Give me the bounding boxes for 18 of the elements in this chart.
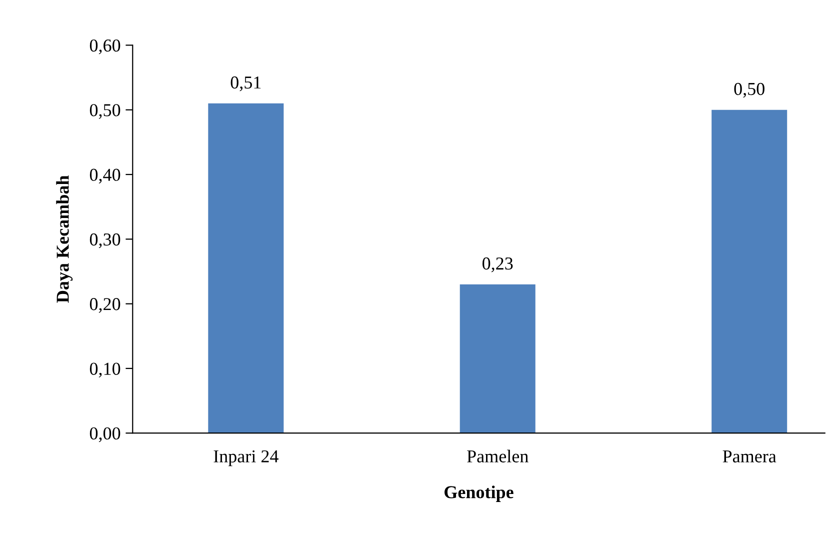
x-axis-title: Genotipe — [444, 486, 514, 502]
data-label: 0,23 — [482, 257, 513, 272]
bar — [208, 103, 284, 434]
y-tick-label: 0,50 — [90, 104, 120, 119]
y-tick-label: 0,60 — [90, 39, 120, 54]
y-tick-label: 0,10 — [90, 362, 120, 378]
y-tick-label: 0,00 — [90, 427, 120, 442]
x-tick-label: Inpari 24 — [214, 450, 278, 466]
y-axis-title: Daya Kecambah — [56, 175, 73, 303]
bar — [712, 110, 788, 434]
bar — [460, 284, 536, 434]
y-tick-label: 0,40 — [90, 168, 120, 184]
y-tick-label: 0,20 — [90, 298, 120, 313]
x-tick-label: Pamelen — [467, 450, 528, 462]
x-tick-label: Pamera — [722, 450, 776, 462]
data-label: 0,51 — [230, 76, 261, 92]
y-tick-label: 0,30 — [90, 233, 120, 248]
data-label: 0,50 — [734, 82, 764, 98]
